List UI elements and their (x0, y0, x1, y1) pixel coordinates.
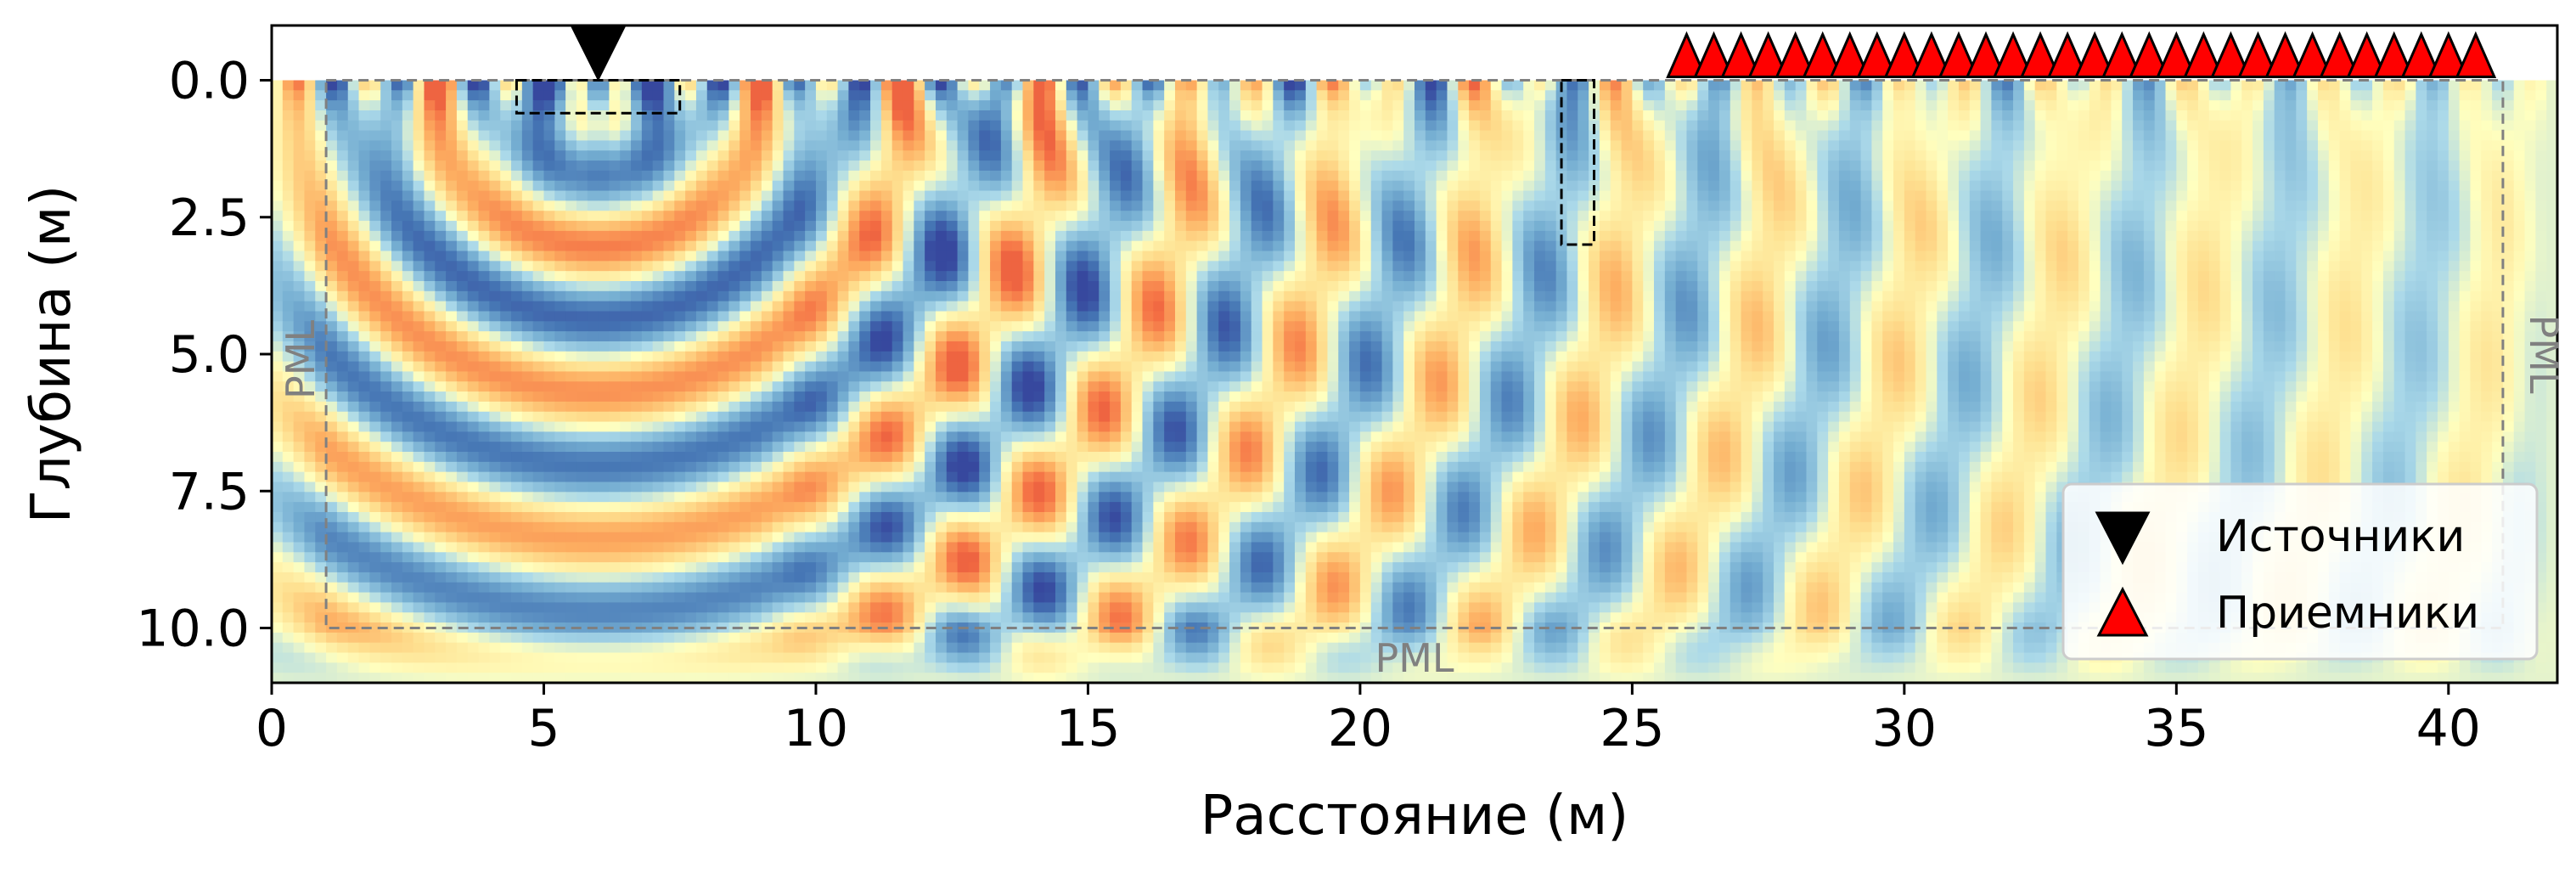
x-tick-label: 0 (256, 699, 288, 758)
x-tick-label: 5 (527, 699, 560, 758)
y-tick-label: 5.0 (169, 325, 250, 385)
y-tick-label: 7.5 (169, 462, 250, 521)
y-tick-label: 0.0 (169, 52, 250, 111)
x-tick-label: 35 (2144, 699, 2208, 758)
pml-label-bottom: PML (1375, 635, 1454, 681)
receiver-marker (2457, 35, 2494, 77)
legend-label: Приемники (2216, 588, 2479, 639)
x-tick-label: 15 (1055, 699, 1120, 758)
x-tick-label: 20 (1328, 699, 1392, 758)
x-tick-label: 30 (1872, 699, 1937, 758)
x-tick-label: 10 (784, 699, 848, 758)
pml-label-right: PML (2521, 314, 2567, 393)
legend: Источники Приемники (2063, 484, 2537, 659)
pml-label-left: PML (278, 320, 323, 399)
x-tick-label: 40 (2416, 699, 2481, 758)
x-axis-label: Расстояние (м) (1201, 785, 1629, 848)
source-marker (573, 28, 624, 79)
y-tick-label: 10.0 (136, 600, 250, 659)
y-axis-label: Глубина (м) (20, 185, 83, 524)
y-tick-label: 2.5 (169, 189, 250, 248)
legend-label: Источники (2216, 511, 2465, 562)
x-tick-label: 25 (1600, 699, 1664, 758)
